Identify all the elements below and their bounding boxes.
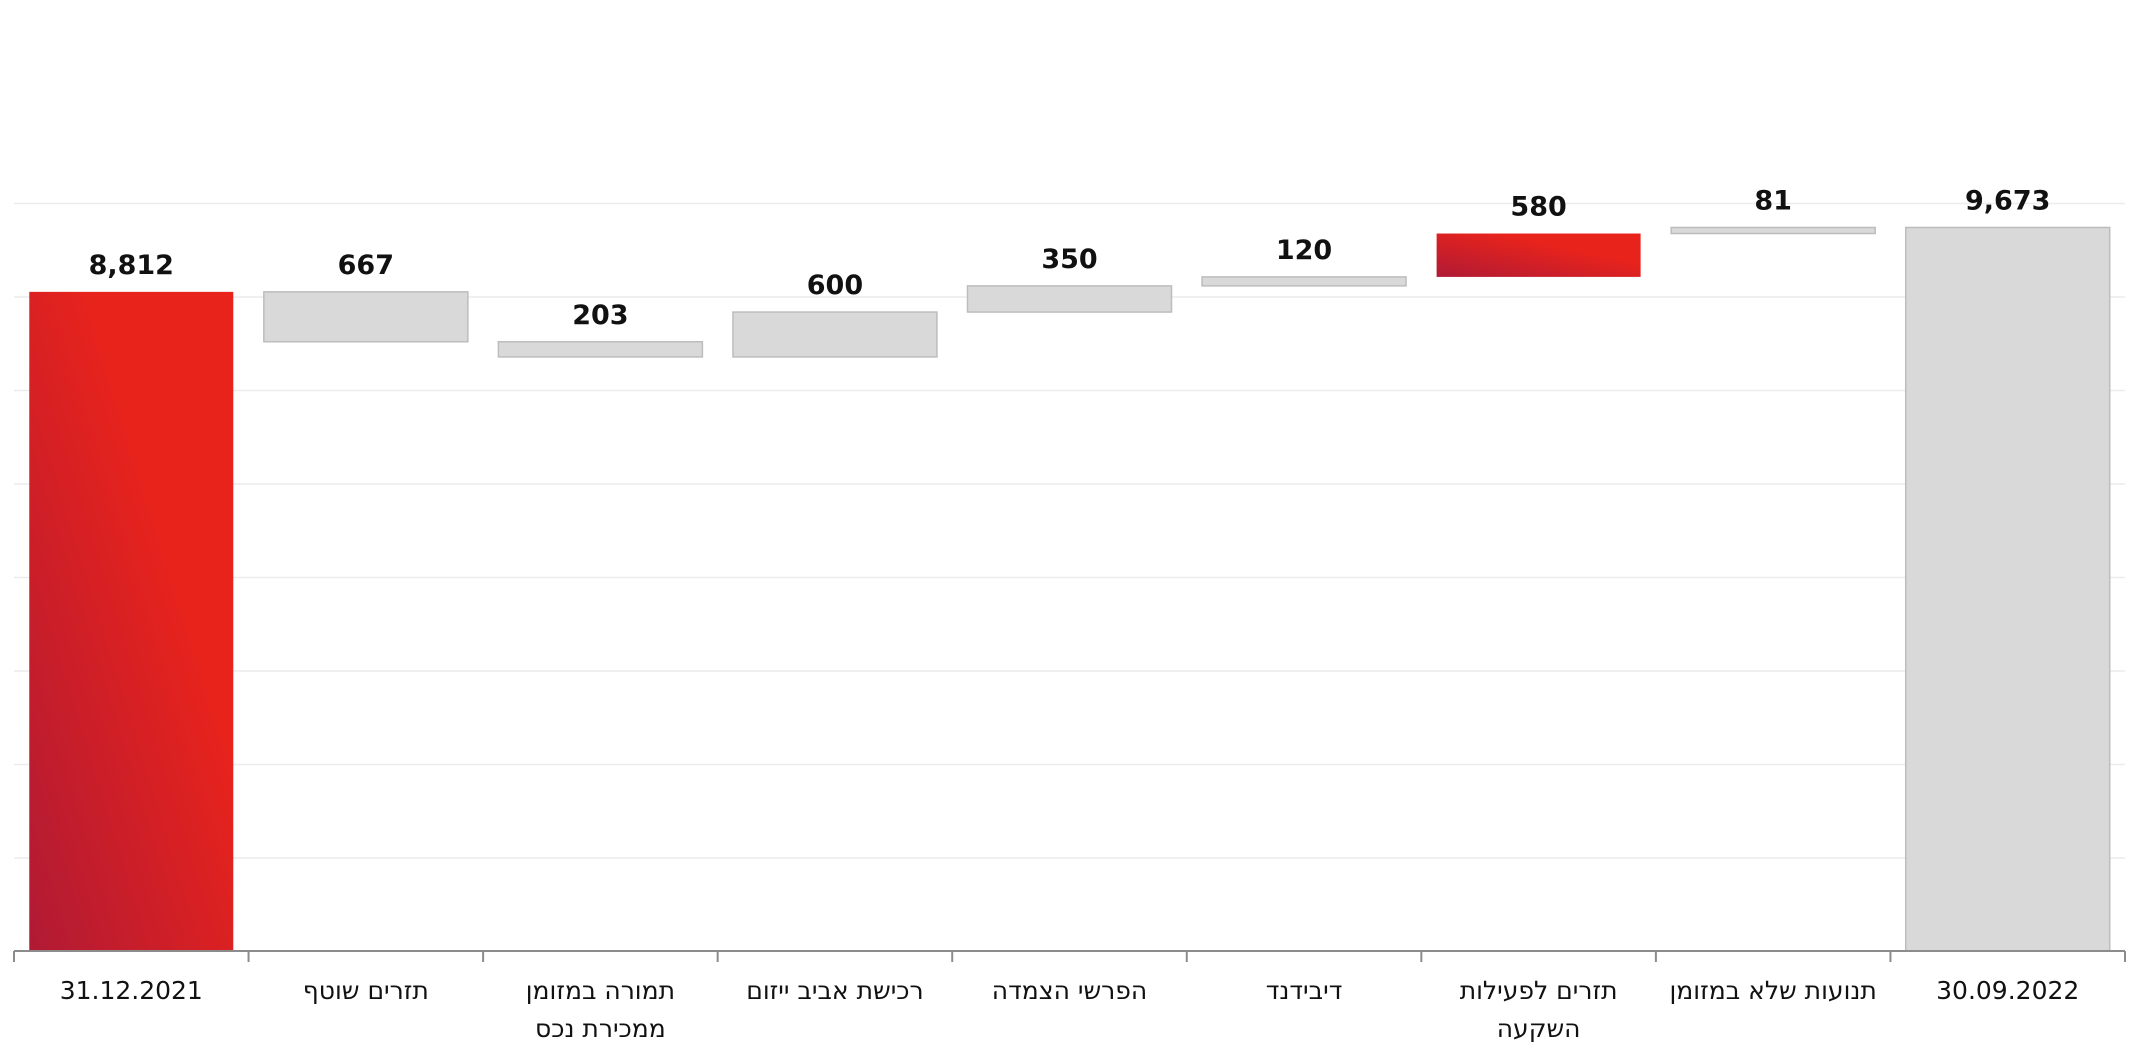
bar-5: [966, 285, 1173, 313]
bar-6: [1201, 276, 1407, 287]
bars: [29, 226, 2111, 952]
category-label-2: תזרים שוטף: [303, 976, 429, 1005]
category-label-6: דיבידנד: [1266, 976, 1343, 1005]
bar-9: [1904, 226, 2111, 952]
x-axis: [13, 950, 2126, 962]
category-label-4: רכישת אביב ייזום: [746, 976, 923, 1005]
value-labels: 8,812 667 203 600 350 120 580 81 9,673: [89, 185, 2051, 330]
value-label-5: 350: [1041, 244, 1097, 275]
bar-8: [1670, 226, 1876, 235]
category-label-3: תמורה במזומן ממכירת נכס: [526, 976, 675, 1043]
value-label-3: 203: [572, 300, 628, 331]
category-label-7: תזרים לפעילות השקעה: [1460, 976, 1618, 1043]
value-label-9: 9,673: [1965, 185, 2050, 216]
category-label-8: תנועות שלא במזומן: [1669, 976, 1876, 1005]
bar-4: [732, 311, 938, 358]
bar-1: [29, 291, 234, 951]
bar-7: [1436, 233, 1641, 277]
category-label-9: 30.09.2022: [1936, 976, 2079, 1005]
value-label-2: 667: [338, 250, 394, 281]
category-labels: 31.12.2021 תזרים שוטף תמורה במזומן ממכירת נ…: [60, 976, 2080, 1043]
category-label-1: 31.12.2021: [60, 976, 203, 1005]
value-label-6: 120: [1276, 235, 1332, 266]
bar-2: [263, 291, 469, 343]
value-label-4: 600: [807, 270, 863, 301]
value-label-1: 8,812: [89, 250, 174, 281]
value-label-8: 81: [1754, 185, 1792, 216]
category-label-5: הפרשי הצמדה: [992, 976, 1147, 1005]
value-label-7: 580: [1510, 192, 1566, 223]
bar-3: [497, 341, 704, 358]
